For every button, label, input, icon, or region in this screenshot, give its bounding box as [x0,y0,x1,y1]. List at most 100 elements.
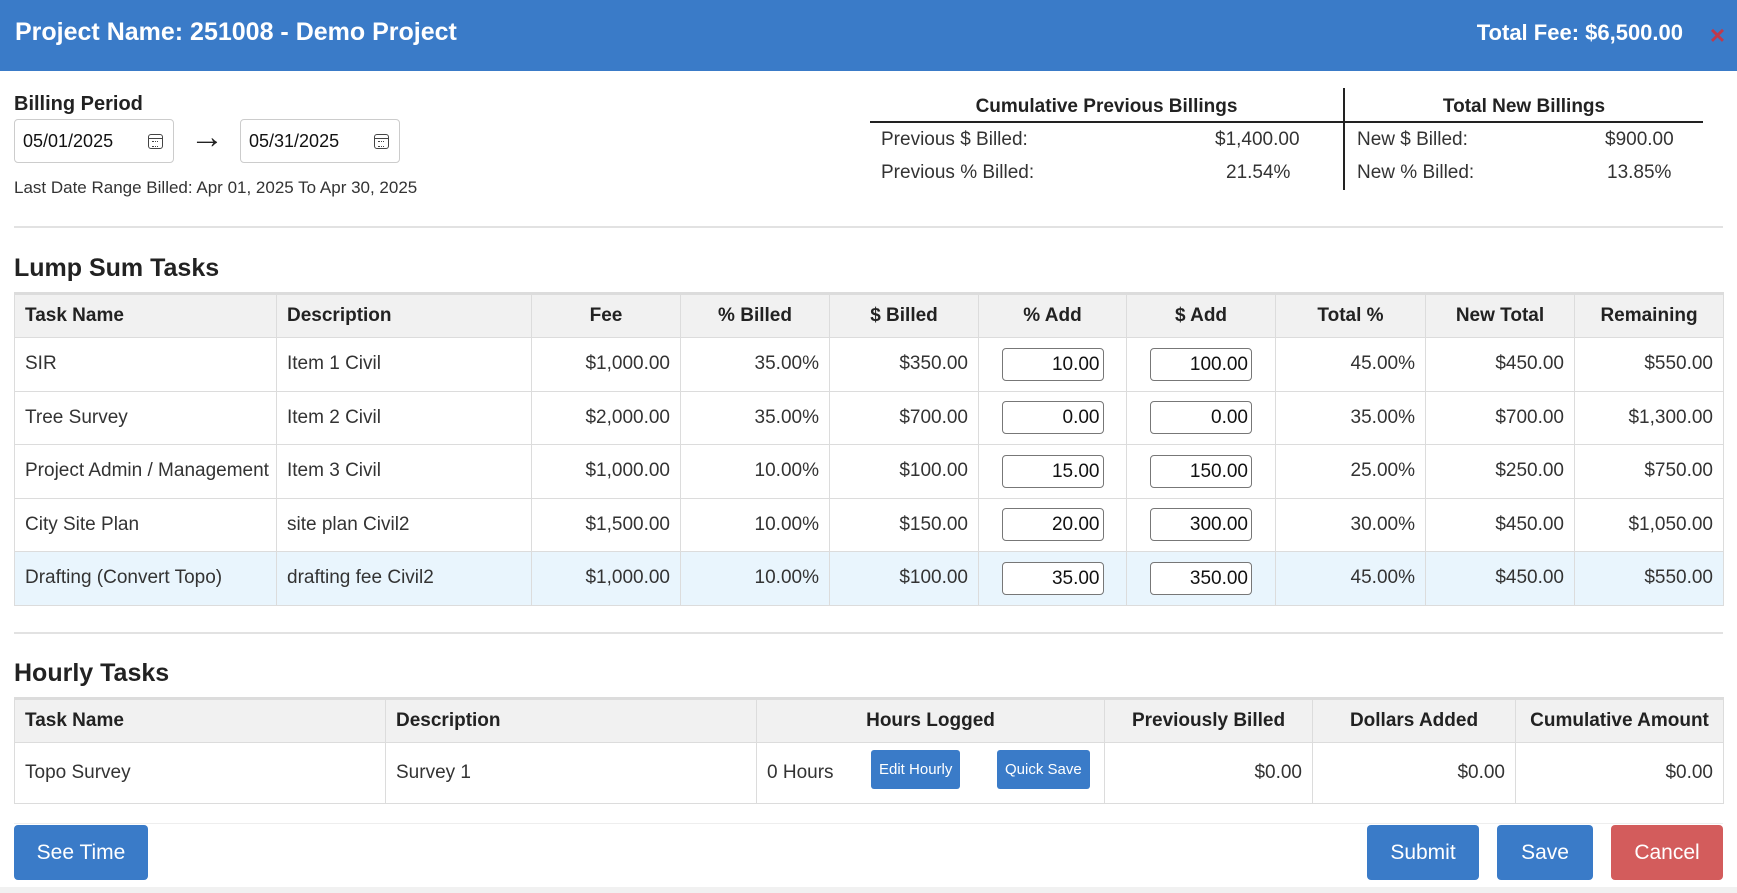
fee: $2,000.00 [531,390,681,445]
col-fee: Fee [531,293,681,338]
arrow-right-icon: → [190,118,224,156]
pct-billed: 10.00% [680,444,830,499]
lump-sum-title: Lump Sum Tasks [14,254,220,282]
previous-percent-label: Previous % Billed: [881,162,1035,183]
dollars-add-input[interactable]: 350.00 [1150,561,1252,595]
remaining: $750.00 [1574,444,1724,499]
dollars-add-input[interactable]: 100.00 [1150,347,1252,381]
col-task-name: Task Name [14,293,277,338]
task-description: site plan Civil2 [276,497,532,552]
new-dollars-label: New $ Billed: [1357,129,1468,150]
col-task-name: Task Name [14,698,386,743]
task-name: City Site Plan [14,497,277,552]
calendar-icon[interactable] [374,134,389,149]
task-name: Topo Survey [14,742,386,804]
col-pct-billed: % Billed [680,293,830,338]
dollars-add-input[interactable]: 150.00 [1150,454,1252,488]
pct-add-input[interactable]: 35.00 [1001,561,1104,595]
table-row-highlighted: Drafting (Convert Topo) drafting fee Civ… [14,551,1724,606]
fee: $1,500.00 [531,497,681,552]
dollars-billed: $150.00 [829,497,979,552]
table-row: Project Admin / Management Item 3 Civil … [14,444,1724,499]
total-pct: 25.00% [1275,444,1426,499]
new-total: $450.00 [1425,337,1575,392]
fee: $1,000.00 [531,444,681,499]
col-description: Description [385,698,757,743]
quick-save-button[interactable]: Quick Save [997,750,1090,789]
fee: $1,000.00 [531,551,681,606]
dollars-billed: $100.00 [829,551,979,606]
dollars-billed: $700.00 [829,390,979,445]
task-name: Tree Survey [14,390,277,445]
pct-add-input[interactable]: 0.00 [1001,401,1104,435]
pct-add-input[interactable]: 10.00 [1001,347,1104,381]
new-dollars-value: $900.00 [1605,129,1674,150]
project-title: Project Name: 251008 - Demo Project [15,18,457,46]
col-hours-logged: Hours Logged [756,698,1105,743]
cancel-button[interactable]: Cancel [1611,825,1723,880]
previously-billed: $0.00 [1104,742,1313,804]
pct-billed: 10.00% [680,497,830,552]
pct-add-input[interactable]: 15.00 [1001,454,1104,488]
new-total: $450.00 [1425,497,1575,552]
start-date-value: 05/01/2025 [23,131,114,151]
submit-button[interactable]: Submit [1367,825,1479,880]
table-row: Topo Survey Survey 1 0 Hours Edit Hourly… [14,742,1724,804]
cumulative-amount: $0.00 [1515,742,1724,804]
col-remaining: Remaining [1574,293,1724,338]
dollars-add-input[interactable]: 300.00 [1150,508,1252,542]
end-date-input[interactable]: 05/31/2025 [240,119,400,163]
pct-billed: 35.00% [680,337,830,392]
total-pct: 45.00% [1275,551,1426,606]
table-header-row: Task Name Description Fee % Billed $ Bil… [14,293,1724,338]
task-name: Drafting (Convert Topo) [14,551,277,606]
col-pct-add: % Add [978,293,1127,338]
hourly-tasks-title: Hourly Tasks [14,659,170,687]
task-name: SIR [14,337,277,392]
cumulative-previous-billings: Cumulative Previous Billings Previous $ … [870,88,1343,190]
pct-add-input[interactable]: 20.00 [1001,508,1104,542]
previous-billings-title: Cumulative Previous Billings [870,88,1343,123]
total-new-billings: Total New Billings New $ Billed: $900.00… [1343,88,1703,190]
col-new-total: New Total [1425,293,1575,338]
modal-header: Project Name: 251008 - Demo Project Tota… [0,0,1737,71]
pct-billed: 35.00% [680,390,830,445]
table-row: Tree Survey Item 2 Civil $2,000.00 35.00… [14,390,1724,445]
billing-period-label: Billing Period [14,93,143,115]
dollars-billed: $100.00 [829,444,979,499]
hourly-tasks-table: Task Name Description Hours Logged Previ… [14,697,1724,804]
pct-billed: 10.00% [680,551,830,606]
task-description: drafting fee Civil2 [276,551,532,606]
task-name: Project Admin / Management [14,444,277,499]
new-total: $700.00 [1425,390,1575,445]
edit-hourly-button[interactable]: Edit Hourly [871,750,961,789]
lump-sum-table: Task Name Description Fee % Billed $ Bil… [14,292,1724,606]
new-total: $250.00 [1425,444,1575,499]
task-description: Item 3 Civil [276,444,532,499]
hours-logged-cell: 0 Hours Edit Hourly Quick Save [756,742,1105,804]
last-date-range: Last Date Range Billed: Apr 01, 2025 To … [14,178,418,197]
new-billings-title: Total New Billings [1345,88,1703,123]
col-description: Description [276,293,532,338]
divider [14,823,1723,824]
start-date-input[interactable]: 05/01/2025 [14,119,174,163]
task-description: Survey 1 [385,742,757,804]
remaining: $550.00 [1574,551,1724,606]
calendar-icon[interactable] [148,134,163,149]
end-date-value: 05/31/2025 [249,131,340,151]
dollars-billed: $350.00 [829,337,979,392]
dollars-add-input[interactable]: 0.00 [1150,401,1252,435]
previous-percent-value: 21.54% [1226,162,1291,183]
task-description: Item 2 Civil [276,390,532,445]
col-cumulative-amount: Cumulative Amount [1515,698,1724,743]
col-dollars-add: $ Add [1126,293,1276,338]
remaining: $1,300.00 [1574,390,1724,445]
remaining: $550.00 [1574,337,1724,392]
save-button[interactable]: Save [1497,825,1593,880]
total-pct: 45.00% [1275,337,1426,392]
new-total: $450.00 [1425,551,1575,606]
task-description: Item 1 Civil [276,337,532,392]
close-icon[interactable]: × [1709,20,1725,50]
see-time-button[interactable]: See Time [14,825,148,880]
divider [14,226,1723,228]
